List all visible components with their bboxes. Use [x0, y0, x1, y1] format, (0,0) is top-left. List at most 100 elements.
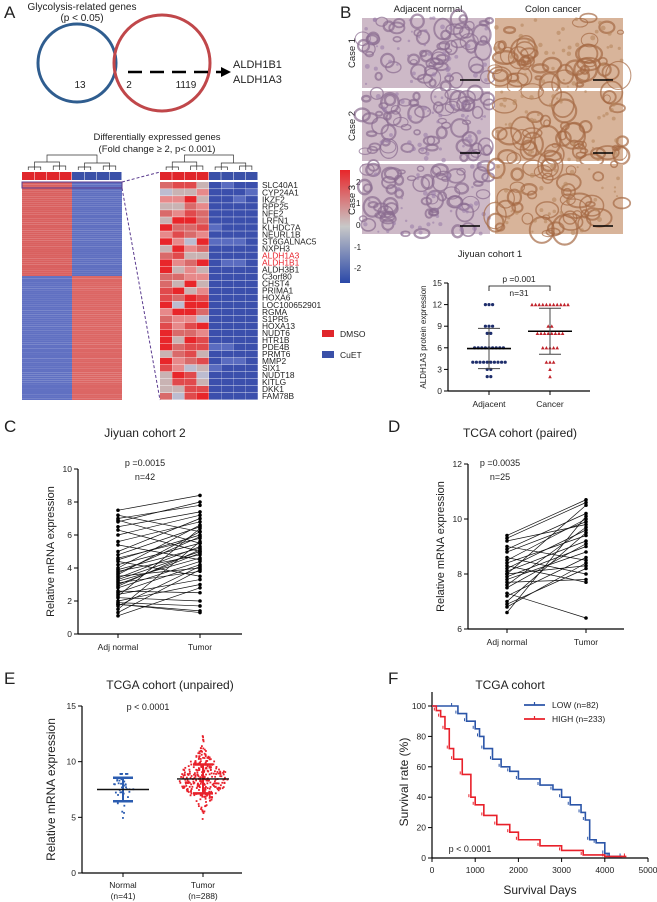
pair-line [506, 526, 587, 586]
data-point [196, 769, 199, 772]
data-point [198, 755, 201, 758]
tissue-gland [507, 46, 530, 70]
tissue-gland [521, 127, 543, 139]
tissue-nucleus [614, 138, 619, 143]
gene-label: NXPH3 [262, 244, 290, 254]
data-point [120, 778, 123, 781]
data-point [186, 789, 189, 792]
tissue-gland [374, 211, 387, 219]
data-point [193, 794, 196, 797]
tissue-nucleus [460, 113, 465, 118]
heatmap-cell [160, 266, 172, 274]
data-point [566, 302, 570, 307]
tissue-gland [506, 188, 523, 206]
tissue-nucleus [567, 45, 572, 50]
tissue-nucleus [533, 218, 537, 223]
tissue-nucleus [408, 18, 411, 22]
data-point [182, 768, 185, 771]
data-point [213, 785, 215, 787]
heatmap-cell [209, 329, 221, 337]
tissue-nucleus [584, 90, 587, 93]
data-point [198, 761, 201, 764]
tissue-nucleus [571, 81, 577, 86]
tissue-nucleus [464, 116, 468, 120]
heatmap-cell [209, 315, 221, 323]
data-point [224, 771, 227, 773]
heatmap-cell [209, 392, 221, 400]
heatmap-cell [233, 231, 246, 238]
gene-label: CYP24A1 [262, 187, 299, 197]
data-point [491, 324, 495, 328]
pair-line [506, 532, 587, 602]
tissue-gland [444, 48, 453, 53]
heatmap-cell [245, 252, 258, 259]
venn-overlap-count: 2 [126, 80, 132, 91]
heatmap-cell [160, 203, 172, 210]
gene-label: PRIMA1 [262, 286, 294, 296]
data-point [197, 805, 200, 808]
tissue-nucleus [447, 177, 451, 181]
data-point [116, 607, 120, 612]
heatmap-row-texture [22, 342, 122, 343]
heatmap-cell [233, 280, 246, 288]
tissue-gland [361, 112, 379, 125]
data-point [210, 772, 213, 775]
tissue-gland [428, 61, 437, 68]
tissue-nucleus [613, 151, 618, 156]
heatmap-cell [233, 203, 246, 210]
data-point [505, 569, 509, 574]
gene-label: NUDT6 [262, 328, 290, 338]
heatmap-row-texture [22, 384, 122, 385]
data-point [505, 599, 509, 604]
data-point [200, 745, 203, 748]
row-label-case2: Case 2 [347, 111, 358, 141]
tissue-gland [539, 114, 552, 128]
data-point [212, 772, 215, 775]
heatmap-row-texture [22, 278, 122, 279]
tissue-nucleus [395, 186, 401, 192]
data-point [114, 783, 116, 786]
tissue-gland [361, 42, 376, 56]
data-point [505, 547, 509, 552]
tissue-gland [584, 207, 601, 221]
tissue-gland [413, 227, 431, 240]
tissue-nucleus [468, 138, 473, 144]
x-tick-label: Adj normal [487, 637, 528, 647]
tissue-nucleus [445, 67, 450, 73]
heatmap-row-texture [22, 332, 122, 333]
data-point [180, 776, 183, 778]
heatmap-cell [221, 315, 234, 323]
y-tick-label: 0 [67, 629, 72, 639]
heatmap-cell [221, 322, 234, 330]
tissue-gland [472, 180, 484, 187]
data-point [197, 752, 200, 755]
data-point [184, 782, 187, 785]
tissue-nucleus [611, 116, 616, 121]
tissue-nucleus [462, 208, 467, 213]
tissue-nucleus [494, 200, 498, 203]
tissue-gland [464, 39, 478, 54]
data-point [198, 582, 202, 587]
tissue-nucleus [459, 227, 464, 232]
data-point [198, 526, 202, 531]
data-point [204, 805, 206, 808]
heatmap-cell [233, 294, 246, 302]
tissue-nucleus [512, 99, 517, 103]
data-point [212, 782, 215, 785]
tissue-gland [365, 130, 378, 138]
tissue-gland [571, 17, 589, 28]
tissue-gland [551, 142, 559, 148]
zoom-connector-line [121, 171, 161, 183]
data-point [199, 794, 202, 797]
heatmap-cell [245, 266, 258, 274]
data-point [190, 792, 193, 795]
tissue-nucleus [431, 16, 436, 20]
heatmap-cell [160, 350, 172, 358]
tissue-nucleus [559, 210, 563, 215]
data-point [544, 346, 549, 350]
heatmap-cell [209, 357, 221, 365]
tissue-nucleus [531, 135, 535, 139]
data-point [190, 763, 193, 766]
venn-circle-deg [112, 13, 212, 113]
heatmap-row-texture [22, 390, 122, 391]
